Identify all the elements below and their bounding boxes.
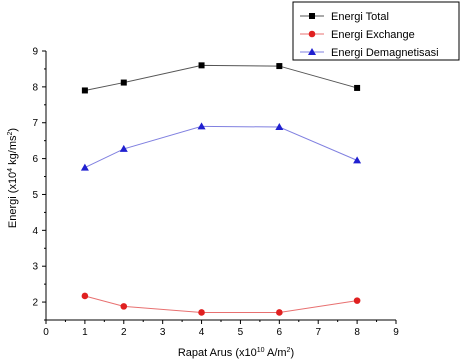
legend-label: Energi Demagnetisasi [331, 47, 439, 59]
axes [45, 51, 396, 321]
x-tick-label: 2 [121, 327, 127, 338]
data-point [276, 63, 283, 70]
data-point [197, 122, 206, 130]
series-line [84, 125, 358, 169]
series-energi-exchange [81, 292, 361, 316]
x-tick-label: 3 [160, 327, 166, 338]
y-tick-label: 9 [32, 47, 38, 58]
data-point [198, 62, 205, 69]
data-point [198, 309, 205, 316]
data-point [353, 297, 361, 304]
data-point [353, 156, 362, 164]
x-tick-label: 6 [277, 327, 283, 338]
y-tick-label: 5 [32, 190, 38, 201]
y-axis-title: Energi (x104 kg/ms2) [7, 128, 19, 228]
y-tick-label: 2 [32, 298, 38, 309]
data-point [81, 292, 89, 300]
y-tick-label: 3 [32, 262, 38, 273]
x-tick-label: 7 [315, 327, 321, 338]
legend-item: Energi Exchange [300, 29, 415, 41]
legend-label: Energi Exchange [331, 29, 415, 41]
x-tick-label: 4 [199, 327, 205, 338]
data-point [275, 123, 284, 131]
data-point [81, 87, 88, 94]
series-layer [80, 62, 362, 316]
y-tick-label: 7 [32, 118, 38, 129]
x-tick-label: 8 [354, 327, 360, 338]
data-point [120, 303, 128, 310]
x-tick-label: 5 [238, 327, 244, 338]
x-tick-label: 1 [82, 327, 88, 338]
series-line [84, 64, 358, 91]
legend-item: Energi Demagnetisasi [300, 47, 439, 59]
x-ticks: 0 1 2 3 4 5 6 7 8 9 [43, 320, 399, 338]
y-tick-label: 4 [32, 226, 38, 237]
x-tick-label: 9 [393, 327, 399, 338]
y-tick-label: 6 [32, 154, 38, 165]
legend-item: Energi Total [300, 11, 389, 23]
data-point [80, 163, 89, 171]
x-axis-title: Rapat Arus (x1010 A/m2) [178, 347, 294, 359]
data-point [276, 309, 283, 316]
legend-label: Energi Total [331, 11, 389, 23]
data-point [120, 79, 127, 86]
y-tick-label: 8 [32, 82, 38, 93]
series-energi-total [81, 62, 361, 94]
legend-box [292, 1, 460, 61]
legend: Energi Total Energi Exchange Energi Demagn… [292, 1, 460, 61]
legend-marker [308, 48, 316, 55]
legend-marker [308, 30, 316, 38]
data-point [119, 144, 128, 152]
y-ticks: 2 3 4 5 6 7 8 9 [32, 47, 46, 321]
x-tick-label: 0 [43, 327, 49, 338]
series-energi-demagnetisasi [80, 122, 362, 171]
data-point [354, 84, 361, 91]
legend-marker [309, 13, 315, 19]
